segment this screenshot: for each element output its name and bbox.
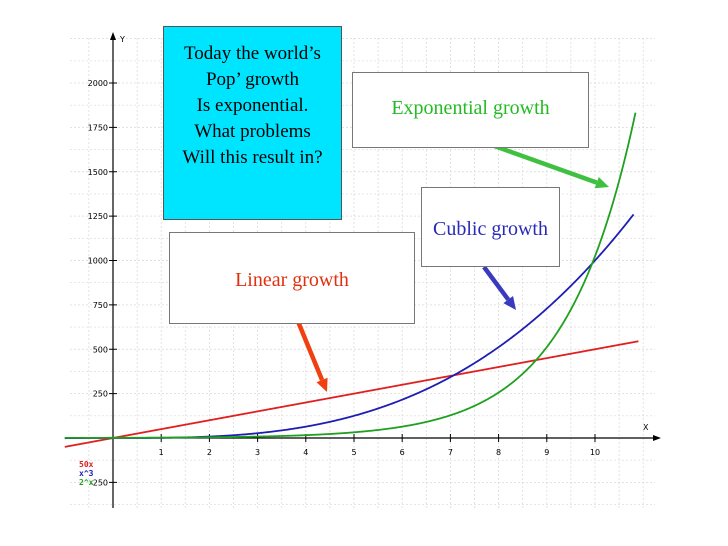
legend-entry: 2^x — [79, 478, 94, 487]
y-tick-label: 250 — [93, 390, 108, 399]
linear-arrow-head — [316, 377, 328, 392]
y-axis-arrow — [110, 32, 116, 40]
x-tick-label: 9 — [544, 448, 549, 457]
cubic-arrow-head — [503, 295, 516, 310]
x-tick-label: 4 — [303, 448, 308, 457]
legend-entry: x^3 — [79, 469, 94, 478]
y-tick-label: 750 — [93, 301, 108, 310]
exponential-arrow-head — [594, 176, 609, 189]
x-tick-label: 5 — [351, 448, 356, 457]
linear-label: Linear growth — [169, 232, 415, 324]
x-tick-label: 6 — [400, 448, 405, 457]
x-tick-label: 7 — [448, 448, 453, 457]
y-tick-label: 1500 — [88, 168, 108, 177]
y-tick-label: 500 — [93, 345, 108, 354]
series-50x-line — [64, 340, 639, 448]
question-line-3: Is exponential. — [196, 95, 309, 116]
legend-entry: 50x — [79, 460, 94, 469]
x-tick-label: 8 — [496, 448, 501, 457]
arrows — [287, 135, 609, 392]
x-tick-label: 10 — [590, 448, 600, 457]
cubic-arrow-shaft — [482, 265, 511, 301]
curves — [64, 112, 639, 448]
y-tick-label: 1250 — [88, 212, 108, 221]
y-tick-label: 1750 — [88, 123, 108, 132]
tick-labels: 1 2 3 4 5 6 7 8 9 10 -250 250 500 750 1000 1250 1500 1750… — [88, 35, 649, 487]
question-box: Today the world’s Pop’ growth Is exponen… — [163, 26, 342, 220]
question-line-1: Today the world’s — [184, 43, 321, 64]
x-tick-label: 3 — [255, 448, 260, 457]
x-tick-label: 2 — [207, 448, 212, 457]
cubic-label: Cublic growth — [421, 187, 560, 267]
y-axis-label: Y — [119, 35, 125, 44]
x-tick-label: 1 — [159, 448, 164, 457]
question-line-5: Will this result in? — [182, 147, 323, 168]
series-2-pow-x-line — [64, 112, 637, 439]
exponential-label: Exponential growth — [352, 72, 589, 148]
y-tick-label: 2000 — [88, 79, 108, 88]
question-line-4: What problems — [194, 121, 311, 142]
y-tick-label: 1000 — [88, 257, 108, 266]
x-axis-arrow — [653, 435, 661, 441]
x-axis-label: X — [643, 423, 649, 432]
y-tick-label: -250 — [90, 478, 108, 487]
question-line-2: Pop’ growth — [205, 69, 300, 90]
